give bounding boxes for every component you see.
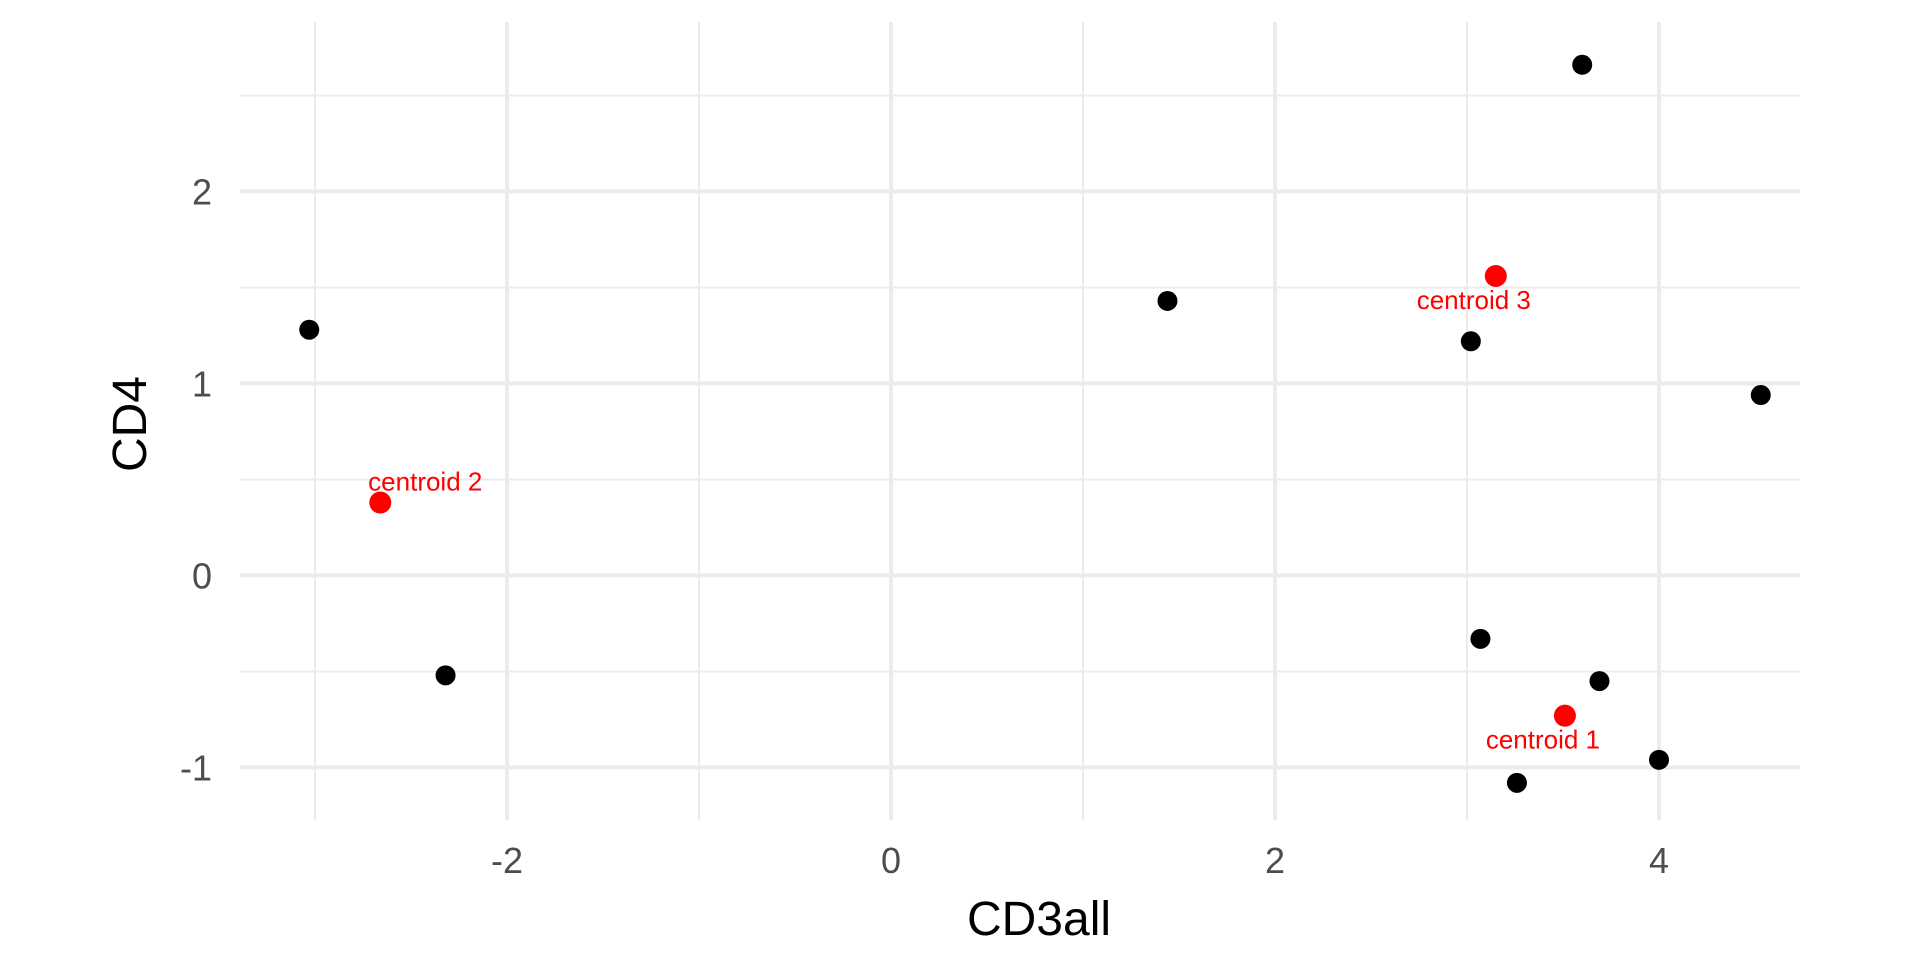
y-tick-label: 2	[192, 172, 212, 213]
y-axis-title: CD4	[104, 376, 157, 472]
major-gridlines	[240, 22, 1800, 820]
data-point	[299, 319, 320, 340]
y-tick-label: 0	[192, 556, 212, 597]
data-point	[1506, 772, 1527, 793]
centroid-point	[1553, 704, 1576, 727]
data-point	[435, 665, 456, 686]
data-point	[1649, 749, 1669, 770]
point-labels: centroid 1 centroid 2 centroid 3	[368, 285, 1600, 755]
data-point	[1572, 54, 1593, 75]
data-point	[1470, 628, 1491, 649]
x-tick-label: 4	[1649, 840, 1669, 881]
centroid-label: centroid 3	[1417, 285, 1531, 315]
y-tick-label: 1	[192, 364, 212, 405]
centroid-label: centroid 1	[1486, 725, 1600, 755]
y-axis-tick-labels: -1 0 1 2	[180, 172, 212, 789]
data-point	[1750, 385, 1771, 406]
data-point	[1589, 671, 1610, 692]
centroid-point	[1484, 264, 1507, 287]
centroid-label: centroid 2	[368, 467, 482, 497]
x-axis-tick-labels: -2 0 2 4	[491, 840, 1669, 881]
y-tick-label: -1	[180, 748, 212, 789]
x-tick-label: 0	[881, 840, 901, 881]
x-axis-title: CD3all	[967, 893, 1111, 946]
minor-gridlines	[240, 22, 1800, 820]
data-point	[1460, 331, 1481, 352]
data-point	[1157, 290, 1178, 311]
data-points	[299, 54, 1771, 793]
x-tick-label: -2	[491, 840, 523, 881]
centroid-point	[369, 491, 392, 514]
x-tick-label: 2	[1265, 840, 1285, 881]
